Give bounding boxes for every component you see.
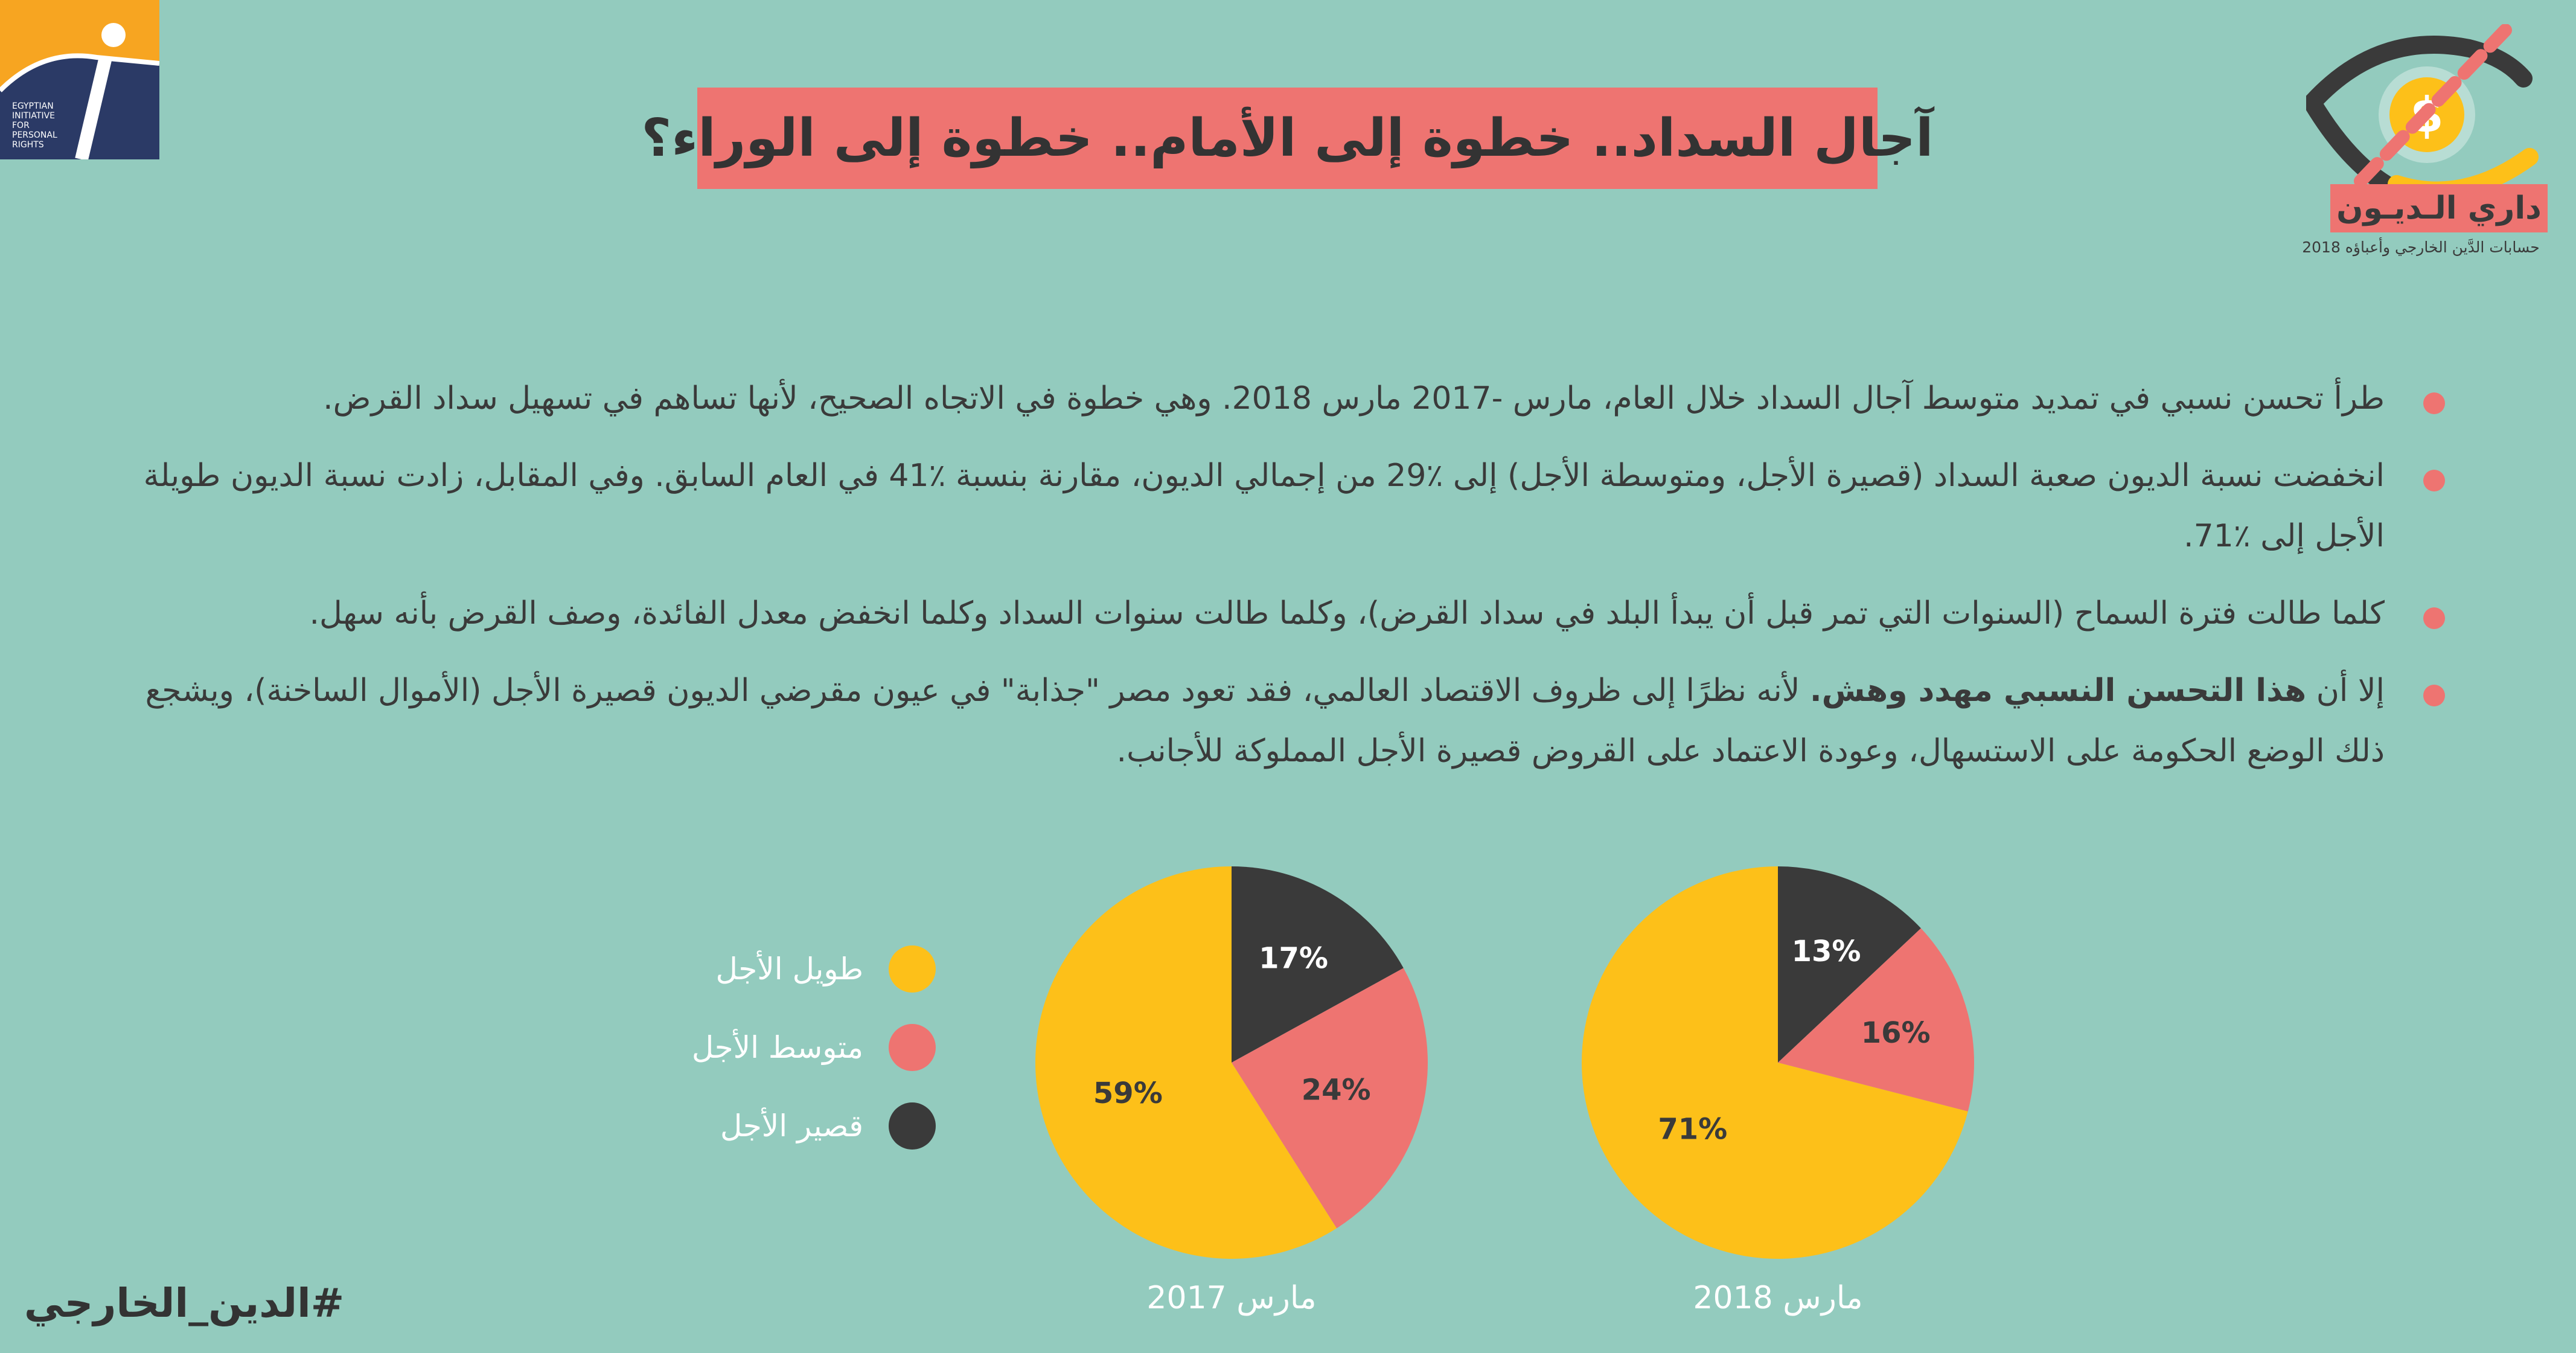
pie-slice-label: 13%: [1792, 935, 1861, 968]
pie-slice: [1778, 928, 1974, 1112]
pie-slice-label: 16%: [1861, 1016, 1931, 1050]
pie-slice: [1035, 866, 1337, 1259]
chart-legend: طويل الأجل متوسط الأجل قصير الأجل: [646, 942, 948, 1183]
bullet-item: انخفضت نسبة الديون صعبة السداد (قصيرة ال…: [91, 446, 2445, 566]
pie-chart-2018: 13% 16% 71%: [1582, 866, 1974, 1259]
pie-caption-2018: مارس 2018: [1693, 1280, 1863, 1316]
legend-label: طويل الأجل: [715, 952, 863, 987]
pie-chart-2017: 17% 24% 59%: [1035, 866, 1428, 1259]
pie-slice: [1232, 968, 1428, 1229]
pie-slice: [1582, 866, 1968, 1259]
brand-name: داري الـديـون: [2336, 190, 2542, 226]
eipr-logo-text: EGYPTIAN INITIATIVE FOR PERSONAL RIGHTS: [12, 101, 60, 150]
pie-slice: [1778, 866, 1921, 1063]
title-banner: آجال السداد.. خطوة إلى الأمام.. خطوة إلى…: [641, 88, 1934, 189]
legend-label: متوسط الأجل: [691, 1030, 863, 1065]
brand-eye-coin-logo: $ داري الـديـون: [2306, 24, 2548, 232]
bullet-item: إلا أن هذا التحسن النسبي مهدد وهش. لأنه …: [91, 661, 2445, 781]
bullet-item: كلما طالت فترة السماح (السنوات التي تمر …: [91, 583, 2445, 644]
pie-caption-2017: مارس 2017: [1146, 1280, 1317, 1316]
bullet-list: طرأ تحسن نسبي في تمديد متوسط آجال السداد…: [91, 368, 2445, 798]
pie-slice-label: 24%: [1302, 1073, 1371, 1107]
legend-item-medium: متوسط الأجل: [646, 1020, 936, 1075]
legend-swatch-medium: [889, 1024, 936, 1071]
legend-label: قصير الأجل: [720, 1108, 863, 1143]
pie-slice-label: 17%: [1259, 942, 1328, 976]
legend-swatch-long: [889, 945, 936, 993]
bullet-emphasis: هذا التحسن النسبي مهدد وهش.: [1809, 673, 2307, 709]
brand-tagline: حسابات الدَّين الخارجي وأعباؤه 2018: [2302, 238, 2540, 256]
bullet-item: طرأ تحسن نسبي في تمديد متوسط آجال السداد…: [91, 368, 2445, 429]
hashtag: #الدين_الخارجي: [24, 1280, 345, 1326]
pie-slice-label: 71%: [1658, 1113, 1727, 1147]
eipr-logo: EGYPTIAN INITIATIVE FOR PERSONAL RIGHTS: [0, 0, 159, 159]
legend-item-long: طويل الأجل: [646, 942, 936, 996]
page-title: آجال السداد.. خطوة إلى الأمام.. خطوة إلى…: [641, 108, 1934, 168]
pie-slice-label: 59%: [1093, 1076, 1163, 1110]
legend-swatch-short: [889, 1102, 936, 1150]
legend-item-short: قصير الأجل: [646, 1099, 936, 1153]
pie-slice: [1232, 866, 1404, 1063]
